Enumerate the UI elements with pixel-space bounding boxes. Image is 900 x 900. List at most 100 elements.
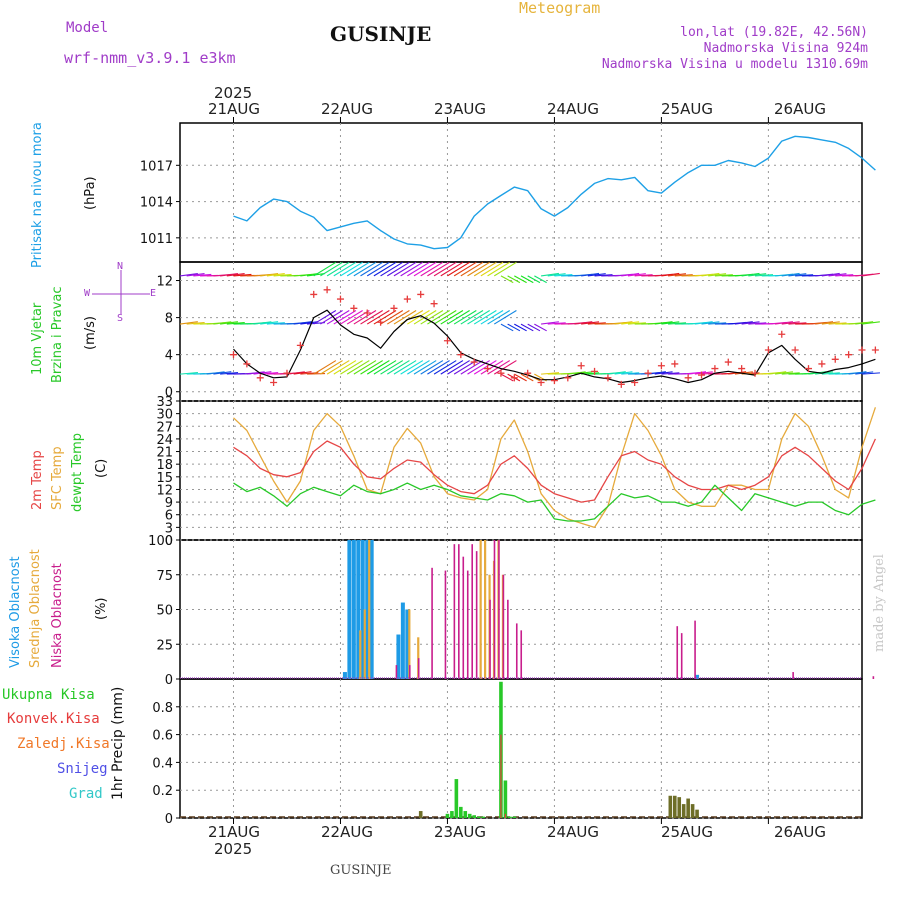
temp-ytick-label-1: 3 — [165, 521, 173, 536]
wind-arrow-r1-h76.5 — [574, 321, 593, 325]
wind-gust-mark — [470, 358, 478, 366]
cloud-ytick-label-1: 25 — [156, 638, 173, 653]
wind-arrow-r1-h7.5 — [266, 322, 285, 325]
wind-unit: (m/s) — [83, 316, 98, 350]
cloud-bar-2 — [507, 599, 509, 679]
temp-ytick-label-7: 21 — [156, 446, 173, 461]
precip-ytick-label-1: 0.2 — [152, 784, 173, 799]
wind-arrow-r1-h4.5 — [253, 321, 272, 325]
wind-arrow-r0-h67.5 — [534, 275, 547, 284]
wind-arrow-r2-h-12 — [179, 372, 198, 375]
wind-arrow-r1-h33 — [380, 310, 404, 325]
wind-arrow-r2-h69 — [541, 372, 560, 375]
wind-arrow-r1-h-1.5 — [226, 322, 245, 325]
wind-gust-mark — [484, 365, 492, 373]
wind-gust-mark — [791, 346, 799, 354]
model-label: Model — [66, 20, 109, 36]
wind-arrow-r2-h13.5 — [293, 371, 312, 375]
wind-arrow-r1-h114 — [741, 321, 760, 325]
wind-arrow-r0-h39 — [407, 261, 430, 277]
wind-gust-mark — [457, 351, 465, 359]
wind-gust-mark — [363, 309, 371, 317]
wind-arrow-r2-h33 — [380, 360, 404, 375]
wind-arrow-r1-h139.5 — [855, 321, 874, 325]
wind-arrow-r2-h121.5 — [775, 371, 794, 375]
wind-arrow-r2-h25.5 — [346, 360, 370, 375]
wind-ytick-label-0: 0 — [165, 386, 173, 401]
cloud-bar-1 — [368, 540, 371, 679]
cloud-label-1: Visoka Oblacnost — [8, 556, 23, 668]
wind-arrow-r1-h103.5 — [694, 321, 713, 325]
dewpt-line — [233, 482, 876, 522]
precip-total-bar — [672, 795, 677, 818]
wind-arrow-r2-h24 — [340, 360, 363, 375]
pressure-line — [233, 135, 876, 250]
wind-arrow-r1-h13.5 — [293, 321, 312, 325]
wind-arrow-r1-h61.5 — [507, 323, 521, 332]
wind-gust-mark — [724, 358, 732, 366]
cloud-bar-2 — [453, 544, 456, 679]
precip-total-bar — [512, 816, 517, 818]
wind-arrow-r1-h15 — [300, 321, 319, 325]
wind-arrow-r1-h63 — [514, 323, 527, 332]
wind-arrow-r1-h78 — [581, 321, 600, 325]
wind-gust-mark — [845, 351, 853, 359]
elevation: Nadmorska Visina 924m — [703, 41, 868, 56]
wind-arrow-r1-h21 — [326, 310, 350, 325]
cloud-bar-1 — [479, 540, 482, 679]
wind-arrow-r0-h18 — [313, 261, 337, 277]
cloud-bar-2 — [502, 574, 505, 679]
wind-arrow-r0-h9 — [273, 273, 292, 277]
cloud-bar-2 — [489, 599, 491, 679]
cloud-bar-1 — [408, 609, 411, 679]
wind-arrow-r1-h97.5 — [668, 322, 687, 325]
wind-arrow-r0-h37.5 — [400, 261, 424, 277]
wind-arrow-r0-h88.5 — [627, 273, 646, 277]
wind-arrow-r1-h18 — [313, 310, 337, 325]
wind-arrow-r0-h99 — [674, 274, 693, 277]
wind-gust-mark — [283, 369, 291, 377]
compass-s: S — [117, 313, 124, 324]
precip-legend-frozen: Zaledj.Kisa — [17, 736, 110, 752]
temp-ytick-label-6: 18 — [156, 458, 173, 473]
precip-total-bar — [454, 779, 459, 818]
precip-legend-snow: Snijeg — [57, 761, 108, 777]
day-top-0: 21AUG — [208, 100, 260, 118]
wind-arrow-r2-h-6 — [206, 371, 225, 375]
cloud-bar-0 — [360, 540, 365, 679]
precip-total-bar — [472, 815, 476, 818]
wind-arrow-r0-h105 — [701, 272, 720, 277]
wind-arrow-r0-h141 — [861, 272, 880, 277]
precip-total-bar — [476, 816, 481, 818]
wind-gust-mark — [336, 295, 344, 303]
day-bottom-4: 25AUG — [661, 823, 713, 841]
precip-total-bar — [508, 816, 512, 818]
cloud-bar-2 — [676, 626, 679, 679]
day-top-5: 26AUG — [774, 100, 826, 118]
wind-arrow-r1-h69 — [540, 321, 559, 325]
temp-ytick-label-0: 0 — [165, 534, 173, 549]
wind-arrow-r1-h124.5 — [788, 322, 807, 325]
wind-arrow-r2-h51 — [460, 360, 484, 375]
wind-arrow-r2-h18 — [313, 360, 337, 375]
cloud-bar-2 — [431, 567, 433, 679]
temp-ytick-label-9: 27 — [156, 420, 173, 435]
cloud-label-3: Niska Oblacnost — [50, 563, 65, 668]
wind-arrow-r0-h7.5 — [266, 272, 285, 277]
meteogram-label: Meteogram — [519, 0, 601, 17]
wind-arrow-r2-h22.5 — [333, 360, 357, 375]
wind-arrow-r0-h54 — [473, 261, 497, 277]
temp-ytick-label-10: 30 — [156, 408, 173, 423]
wind-gust-mark — [604, 374, 612, 382]
day-top-3: 24AUG — [547, 100, 599, 118]
wind-arrow-r0-h133.5 — [828, 273, 847, 277]
wind-arrow-r0-h0 — [233, 273, 252, 277]
wind-arrow-r0-h79.5 — [587, 273, 606, 277]
wind-gust-mark — [684, 374, 692, 382]
wind-gust-mark — [256, 374, 264, 382]
wind-arrow-r2-h-3 — [220, 372, 239, 375]
cloud-bar-0 — [369, 540, 374, 679]
wind-gust-mark — [805, 365, 813, 373]
wind-arrow-r2-h63 — [514, 373, 527, 382]
cloud-bar-0 — [365, 540, 370, 679]
